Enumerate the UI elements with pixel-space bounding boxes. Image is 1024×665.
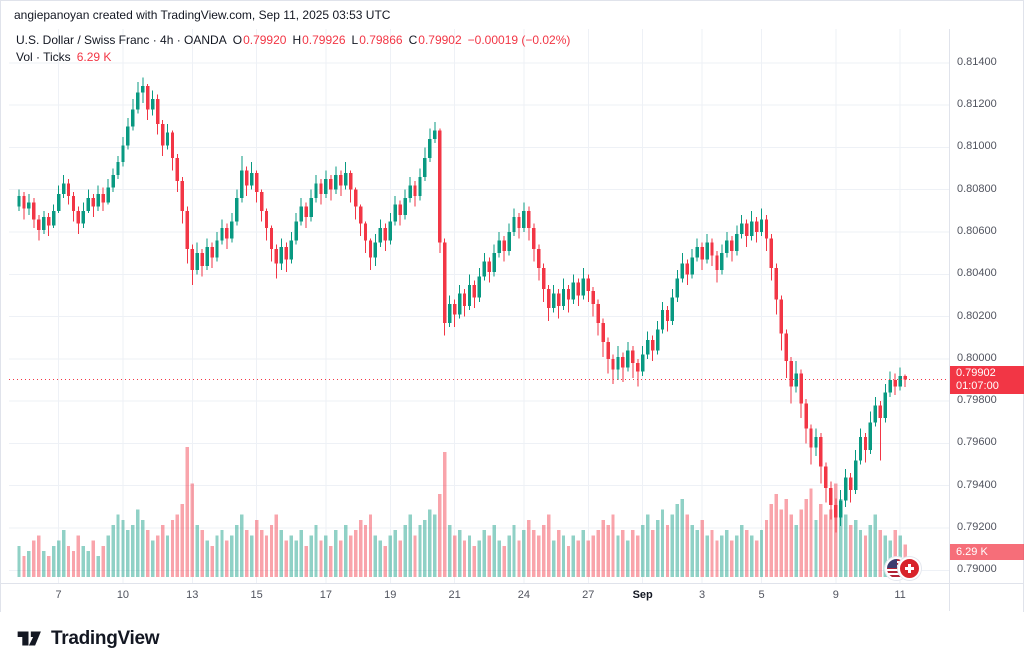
- time-axis-label: 19: [384, 589, 397, 601]
- time-axis-label: 21: [448, 589, 461, 601]
- swiss-flag-icon: [898, 557, 921, 580]
- time-axis-label: 13: [186, 589, 199, 601]
- volume-label: Vol · Ticks: [16, 50, 71, 64]
- time-axis-label: Sep: [632, 589, 653, 601]
- ohlc-number: 0.79926: [302, 33, 346, 47]
- candlestick-price-pane[interactable]: [9, 29, 949, 583]
- instrument-logo: [885, 557, 925, 581]
- price-axis-label: 0.79600: [957, 436, 997, 449]
- time-axis-separator: [1, 583, 1023, 584]
- chart-legend: U.S. Dollar / Swiss Franc · 4h · OANDA O…: [16, 32, 570, 66]
- time-axis-label: 5: [758, 589, 765, 601]
- price-axis-label: 0.81000: [957, 140, 997, 153]
- time-axis-label: 3: [699, 589, 706, 601]
- time-axis[interactable]: 7 10 13 15 17 19 21 24 27 Sep 3 5 9 11: [9, 584, 949, 610]
- time-axis-label: 10: [116, 589, 130, 601]
- ohlc-letter: C: [408, 33, 418, 47]
- price-axis-label: 0.79000: [957, 563, 997, 576]
- price-axis-label: 0.80200: [957, 309, 997, 322]
- price-axis-separator: [949, 29, 950, 611]
- volume-badge-value: 6.29 K: [956, 546, 988, 558]
- price-axis-label: 0.81400: [957, 55, 997, 68]
- price-change: −0.00019 (−0.02%): [467, 33, 571, 47]
- price-axis[interactable]: 0.81400 0.81200 0.81000 0.80800 0.80600 0.804…: [950, 29, 1023, 583]
- volume-value: 6.29 K: [76, 50, 112, 64]
- time-axis-label: 15: [250, 589, 263, 601]
- price-axis-label: 0.79800: [957, 394, 997, 407]
- bar-countdown: 01:07:00: [956, 380, 999, 392]
- price-axis-label: 0.80800: [957, 182, 997, 195]
- tradingview-mark-icon: [13, 623, 44, 654]
- symbol-title: U.S. Dollar / Swiss Franc · 4h · OANDA: [16, 33, 227, 47]
- ohlc-letter: L: [351, 33, 359, 47]
- ohlc-letter: H: [292, 33, 302, 47]
- ohlc-values: O0.79920 H0.79926 L0.79866 C0.79902: [227, 32, 462, 49]
- price-axis-label: 0.80600: [957, 224, 997, 237]
- price-axis-label: 0.81200: [957, 98, 997, 111]
- ohlc-number: 0.79920: [243, 33, 287, 47]
- ohlc-letter: O: [232, 33, 243, 47]
- ohlc-number: 0.79866: [359, 33, 403, 47]
- legend-symbol-row: U.S. Dollar / Swiss Franc · 4h · OANDA O…: [16, 32, 570, 49]
- tradingview-logo[interactable]: TradingView: [13, 623, 160, 654]
- price-axis-label: 0.80400: [957, 267, 997, 280]
- price-axis-label: 0.80000: [957, 351, 997, 364]
- time-axis-label: 24: [517, 589, 531, 601]
- time-axis-label: 27: [582, 589, 595, 601]
- price-axis-label: 0.79200: [957, 521, 997, 534]
- time-axis-label: 9: [832, 589, 839, 601]
- chart-widget: angiepanoyan created with TradingView.co…: [0, 0, 1024, 613]
- time-axis-label: 11: [894, 589, 906, 601]
- time-axis-label: 17: [319, 589, 333, 601]
- attribution-text: angiepanoyan created with TradingView.co…: [14, 8, 391, 22]
- time-axis-label: 7: [55, 589, 62, 601]
- footer: TradingView: [0, 612, 1024, 665]
- volume-badge: 6.29 K: [950, 544, 1024, 560]
- last-price-value: 0.79902: [956, 367, 996, 379]
- price-axis-label: 0.79400: [957, 478, 997, 491]
- tradingview-wordmark: TradingView: [51, 627, 160, 649]
- legend-volume-row: Vol · Ticks 6.29 K: [16, 49, 570, 66]
- last-price-badge: 0.79902 01:07:00: [950, 366, 1024, 394]
- ohlc-number: 0.79902: [418, 33, 462, 47]
